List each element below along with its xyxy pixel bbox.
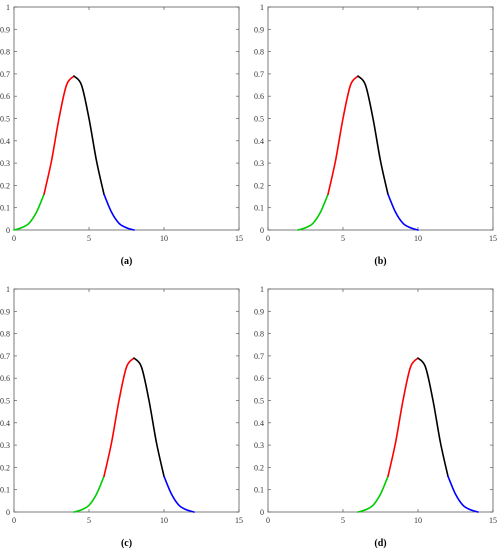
x-tick-label: 15 xyxy=(489,234,497,243)
y-tick-label: 0.7 xyxy=(0,352,10,361)
x-tick-label: 0 xyxy=(12,234,16,243)
y-tick-label: 0 xyxy=(6,508,10,517)
y-tick-label: 0 xyxy=(6,226,10,235)
x-tick-label: 10 xyxy=(414,234,422,243)
series-line-0 xyxy=(357,475,389,513)
series-line-1 xyxy=(103,357,135,478)
y-tick-label: 0.5 xyxy=(0,397,10,406)
x-tick-label: 10 xyxy=(160,234,168,243)
x-tick-label: 5 xyxy=(87,234,91,243)
y-tick-label: 0.2 xyxy=(0,181,10,190)
y-tick-label: 0.6 xyxy=(254,92,264,101)
plot-frame xyxy=(13,6,240,231)
y-tick-label: 0.2 xyxy=(0,463,10,472)
x-tick-label: 15 xyxy=(489,516,497,525)
y-tick-label: 0.8 xyxy=(254,48,264,57)
series-line-1 xyxy=(327,75,359,196)
panel-caption: (a) xyxy=(121,256,133,267)
series-line-0 xyxy=(73,475,105,513)
y-tick-label: 0.4 xyxy=(0,137,10,146)
plot-frame xyxy=(267,6,494,231)
x-tick-label: 0 xyxy=(12,516,16,525)
panel-caption: (b) xyxy=(374,256,386,267)
panel-caption: (c) xyxy=(121,538,132,549)
y-tick-label: 0.4 xyxy=(254,419,264,428)
y-tick-label: 0.8 xyxy=(0,48,10,57)
y-tick-label: 0.1 xyxy=(254,486,264,495)
series-line-3 xyxy=(387,193,419,231)
y-tick-label: 0.3 xyxy=(254,441,264,450)
series-line-2 xyxy=(73,75,105,196)
series-line-0 xyxy=(297,193,329,231)
x-tick-label: 0 xyxy=(266,516,270,525)
y-tick-label: 0.5 xyxy=(254,115,264,124)
series-line-3 xyxy=(103,193,135,231)
x-tick-label: 10 xyxy=(160,516,168,525)
y-tick-label: 0 xyxy=(260,508,264,517)
y-tick-label: 0.8 xyxy=(0,330,10,339)
x-tick-label: 5 xyxy=(341,234,345,243)
y-tick-label: 0.9 xyxy=(254,25,264,34)
y-tick-label: 0.4 xyxy=(0,419,10,428)
y-tick-label: 0.2 xyxy=(254,181,264,190)
series-line-2 xyxy=(417,357,449,478)
series-line-3 xyxy=(163,475,195,513)
x-tick-label: 15 xyxy=(235,516,243,525)
y-tick-label: 0.8 xyxy=(254,330,264,339)
series-line-1 xyxy=(387,357,419,478)
y-tick-label: 0.4 xyxy=(254,137,264,146)
series-line-3 xyxy=(447,475,479,513)
y-tick-label: 0.1 xyxy=(0,486,10,495)
panel-1: 00.10.20.30.40.50.60.70.80.910 5 10 15(b) xyxy=(254,3,497,267)
y-tick-label: 0.3 xyxy=(254,159,264,168)
x-tick-label: 15 xyxy=(235,234,243,243)
x-tick-label: 5 xyxy=(341,516,345,525)
series-line-2 xyxy=(133,357,165,478)
y-tick-label: 1 xyxy=(6,3,10,12)
y-tick-label: 0.6 xyxy=(0,374,10,383)
x-tick-label: 10 xyxy=(414,516,422,525)
y-tick-label: 0.9 xyxy=(0,307,10,316)
y-tick-label: 0.5 xyxy=(0,115,10,124)
series-line-1 xyxy=(43,75,75,196)
x-tick-label: 5 xyxy=(87,516,91,525)
y-tick-label: 0.6 xyxy=(254,374,264,383)
y-tick-label: 0.9 xyxy=(0,25,10,34)
y-tick-label: 0.9 xyxy=(254,307,264,316)
y-tick-label: 0 xyxy=(260,226,264,235)
panel-0: 00.10.20.30.40.50.60.70.80.910 5 10 15(a) xyxy=(0,3,243,267)
y-tick-label: 0.6 xyxy=(0,92,10,101)
y-tick-label: 0.3 xyxy=(0,159,10,168)
y-tick-label: 0.1 xyxy=(254,204,264,213)
panel-2: 00.10.20.30.40.50.60.70.80.910 5 10 15(c) xyxy=(0,285,243,549)
y-tick-label: 0.3 xyxy=(0,441,10,450)
series-line-2 xyxy=(357,75,389,196)
y-tick-label: 0.7 xyxy=(254,70,264,79)
y-tick-label: 0.2 xyxy=(254,463,264,472)
x-tick-label: 0 xyxy=(266,234,270,243)
y-tick-label: 1 xyxy=(260,3,264,12)
y-tick-label: 1 xyxy=(6,285,10,294)
y-tick-label: 1 xyxy=(260,285,264,294)
plot-frame xyxy=(13,288,240,513)
y-tick-label: 0.5 xyxy=(254,397,264,406)
y-tick-label: 0.1 xyxy=(0,204,10,213)
y-tick-label: 0.7 xyxy=(254,352,264,361)
panel-3: 00.10.20.30.40.50.60.70.80.910 5 10 15(d) xyxy=(254,285,497,549)
plot-frame xyxy=(267,288,494,513)
series-line-0 xyxy=(13,193,45,231)
panel-caption: (d) xyxy=(374,538,386,549)
y-tick-label: 0.7 xyxy=(0,70,10,79)
